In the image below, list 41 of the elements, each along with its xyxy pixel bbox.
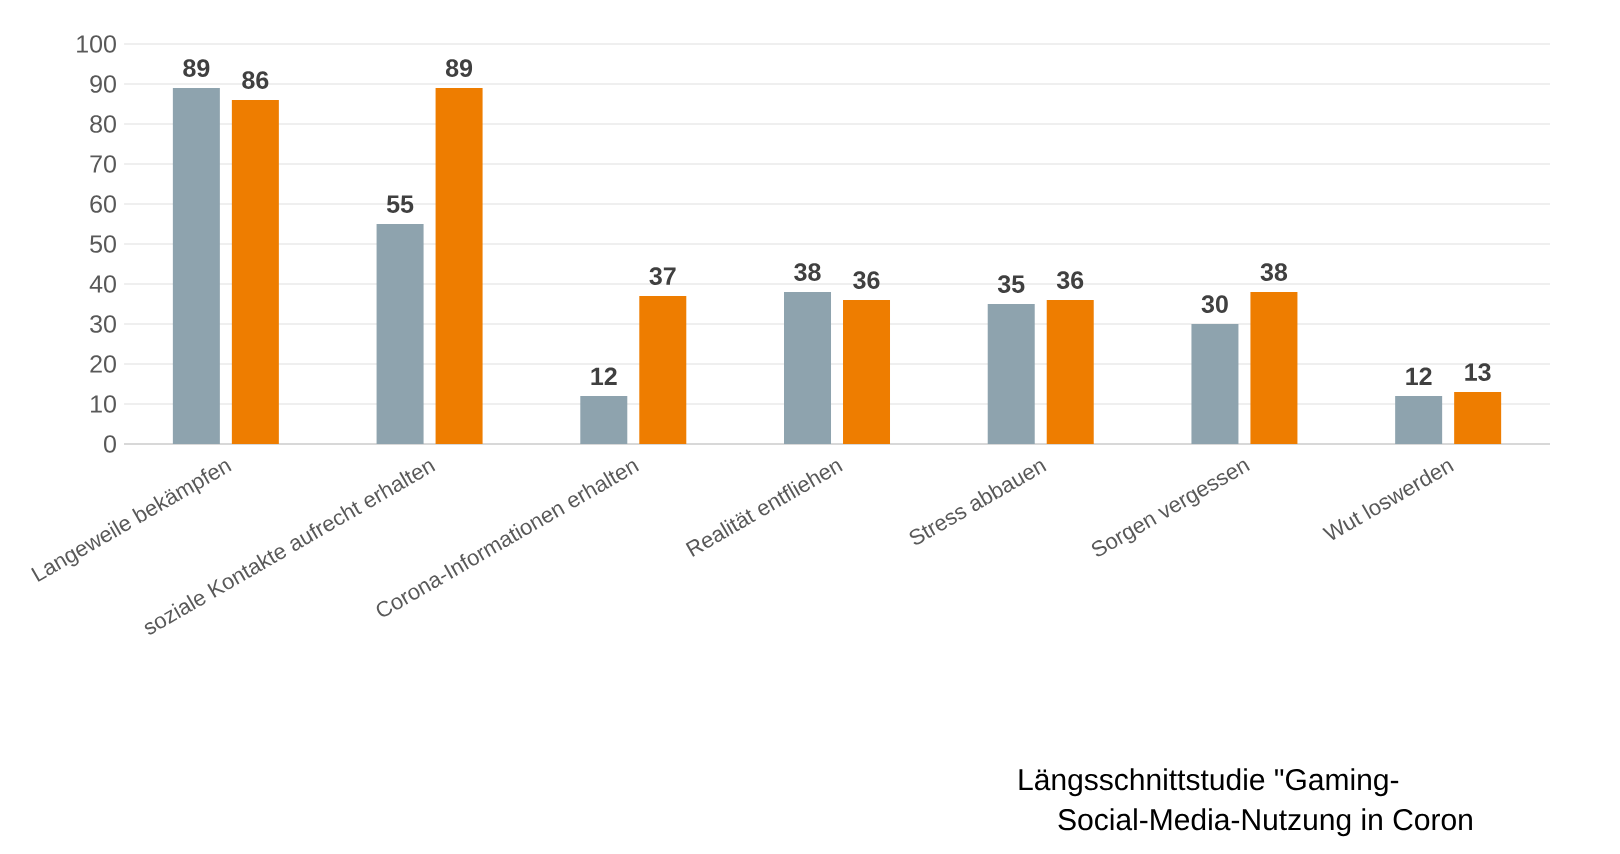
bar [987,303,1035,444]
data-label: 36 [853,271,880,289]
y-tick-label: 90 [90,75,116,93]
y-tick-label: 70 [90,155,116,173]
data-label: 30 [1201,295,1228,313]
data-label: 89 [183,59,210,77]
data-label: 86 [242,71,269,89]
bar [1046,299,1094,444]
data-label: 55 [386,195,414,213]
bar [1250,291,1298,444]
data-label: 12 [591,367,617,385]
y-tick-label: 10 [91,395,116,413]
y-tick-label: 50 [90,235,116,253]
bar [435,87,483,444]
bar [376,223,424,444]
y-tick-label: 20 [90,355,116,373]
data-label: 13 [1465,363,1491,381]
y-tick-label: 40 [89,275,116,293]
bar [1454,391,1502,444]
bar [1191,323,1239,444]
bar [784,291,832,444]
y-tick-label: 100 [77,35,116,53]
y-tick-label: 80 [90,115,116,133]
bar [172,87,220,444]
y-tick-label: 0 [104,435,116,453]
text: Social-Media-Nutzung in Coron [1058,808,1472,837]
bar [1395,395,1443,444]
bar [843,299,891,444]
data-label: 38 [794,263,821,281]
bar [580,395,628,444]
data-label: 38 [1260,263,1288,281]
data-label: 36 [1056,271,1084,289]
bar [639,295,687,444]
y-tick-label: 60 [90,195,116,213]
y-tick-label: 30 [90,315,116,333]
bar [231,99,279,444]
text: Längsschnittstudie "Gaming- [1019,768,1399,797]
data-label: 89 [445,59,473,77]
data-label: 35 [997,275,1025,293]
data-label: 12 [1406,367,1432,385]
data-label: 37 [649,267,676,285]
